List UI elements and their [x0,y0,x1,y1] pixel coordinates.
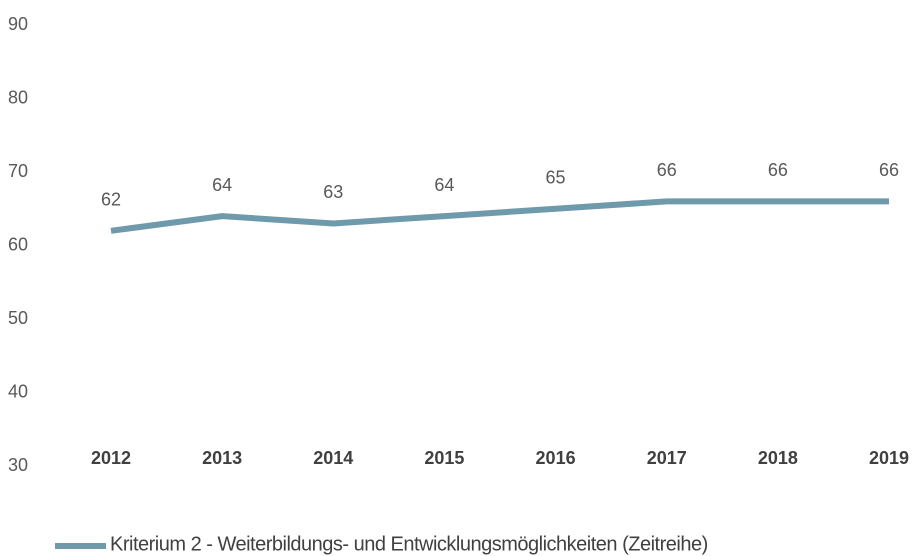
x-tick-label: 2013 [202,448,242,468]
legend-label: Kriterium 2 - Weiterbildungs- und Entwic… [110,533,708,555]
data-label: 64 [212,175,232,195]
y-tick-label: 30 [8,455,28,475]
y-tick-label: 90 [8,14,28,34]
y-tick-label: 40 [8,381,28,401]
y-tick-label: 50 [8,308,28,328]
x-tick-label: 2017 [647,448,687,468]
x-tick-label: 2012 [91,448,131,468]
x-tick-label: 2018 [758,448,798,468]
data-label: 66 [879,160,899,180]
data-label: 64 [434,175,454,195]
data-label: 63 [323,182,343,202]
data-label: 65 [546,168,566,188]
x-tick-label: 2015 [424,448,464,468]
data-label: 62 [101,190,121,210]
data-label: 66 [657,160,677,180]
x-tick-label: 2016 [536,448,576,468]
data-label: 66 [768,160,788,180]
y-tick-label: 70 [8,161,28,181]
y-tick-label: 80 [8,87,28,107]
x-tick-label: 2014 [313,448,353,468]
line [110,198,889,234]
y-tick-label: 60 [8,234,28,254]
x-tick-label: 2019 [869,448,909,468]
